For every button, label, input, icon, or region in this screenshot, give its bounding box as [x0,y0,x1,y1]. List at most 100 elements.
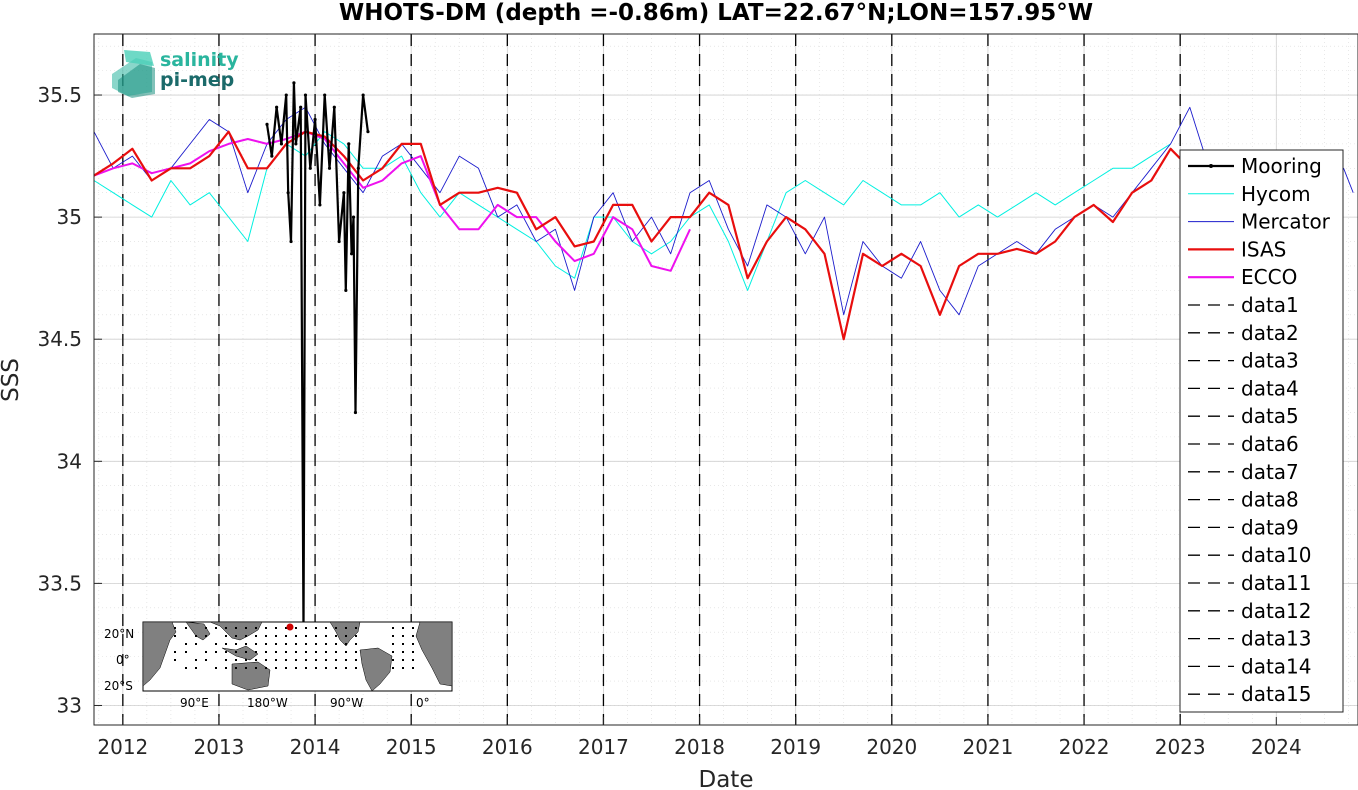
buoy-marker [345,651,347,653]
buoy-marker [255,651,257,653]
salinity-pi-mep-logo: salinity pi-mep [112,49,239,98]
legend-label: data12 [1241,599,1312,623]
buoy-marker [295,627,297,629]
buoy-marker [315,651,317,653]
logo-line2: pi-mep [160,69,234,91]
buoy-marker [255,627,257,629]
mooring-point [347,142,351,146]
mooring-point [351,215,356,219]
buoy-marker [265,643,267,645]
buoy-marker [215,643,217,645]
buoy-marker [315,659,317,661]
buoy-marker [392,643,394,645]
buoy-marker [392,659,394,661]
buoy-marker [225,627,227,629]
buoy-marker [345,635,347,637]
mooring-point [275,105,279,109]
buoy-marker [265,651,267,653]
buoy-marker [215,667,217,669]
legend: Mooring Hycom Mercator ISAS ECCO data1 data2 da… [1179,149,1344,713]
legend-label: data8 [1241,488,1299,512]
map-lon-180w: 180°W [247,696,288,710]
buoy-marker [305,635,307,637]
land-central-america [329,621,361,647]
buoy-marker [285,627,287,629]
land-asia [209,621,263,641]
mooring-point [284,93,288,97]
buoy-marker [285,651,287,653]
map-lat-20n: 20°N [104,627,134,641]
legend-label: data10 [1241,543,1312,567]
x-tick-label: 2013 [194,735,245,759]
legend-label: data13 [1241,627,1312,651]
legend-label: data1 [1241,293,1299,317]
legend-label: ISAS [1241,237,1286,261]
buoy-marker [215,651,217,653]
buoy-marker [325,659,327,661]
mooring-point [289,239,293,244]
logo-line1: salinity [160,49,239,71]
buoy-marker [335,635,337,637]
mooring-point [332,105,336,109]
buoy-marker [402,643,404,645]
buoy-marker [265,659,267,661]
buoy-marker [295,667,297,669]
series-isas [93,130,1191,341]
land-south-america [359,647,393,692]
land-indonesia [221,645,259,661]
legend-label: data9 [1241,515,1299,539]
buoy-marker [412,635,414,637]
mooring-point [353,410,358,415]
buoy-marker [402,651,404,653]
buoy-marker [355,635,357,637]
buoy-marker [235,635,237,637]
x-tick-label: 2021 [962,735,1013,759]
x-tick-label: 2017 [578,735,629,759]
buoy-marker [174,627,176,629]
buoy-marker [355,627,357,629]
mooring-point [313,117,317,122]
buoy-marker [275,643,277,645]
buoy-marker [392,635,394,637]
buoy-marker [265,635,267,637]
plot-area [94,34,1358,725]
buoy-marker [295,659,297,661]
mooring-point [356,166,360,170]
buoy-marker [392,667,394,669]
buoy-marker [402,635,404,637]
series-ecco [93,130,691,272]
buoy-marker [325,627,327,629]
y-axis-label: SSS [0,358,24,402]
x-axis-label: Date [699,767,754,790]
buoy-marker [305,651,307,653]
legend-label: Mercator [1241,210,1331,234]
legend-label: Mooring [1241,154,1322,178]
buoy-marker [174,635,176,637]
buoy-marker [205,651,207,653]
y-tick-label: 33 [57,693,82,717]
buoy-marker [335,627,337,629]
buoy-marker [225,651,227,653]
buoy-marker [392,651,394,653]
x-tick-label: 2014 [290,735,341,759]
buoy-marker [402,667,404,669]
map-lon-90e: 90°E [180,696,209,710]
buoy-marker [305,643,307,645]
map-lon-0: 0° [416,696,430,710]
mooring-point [327,166,332,170]
buoy-marker [355,659,357,661]
mooring-point [286,191,290,195]
buoy-marker [245,643,247,645]
buoy-marker [392,627,394,629]
buoy-marker [305,667,307,669]
buoy-marker [195,643,197,645]
mooring-point [270,154,274,158]
mooring-point [344,288,348,292]
buoy-marker [215,627,217,629]
x-tick-label: 2016 [482,735,533,759]
buoy-marker [255,659,257,661]
buoy-marker [235,667,237,669]
buoy-marker [205,659,207,661]
mooring-point [308,166,312,170]
